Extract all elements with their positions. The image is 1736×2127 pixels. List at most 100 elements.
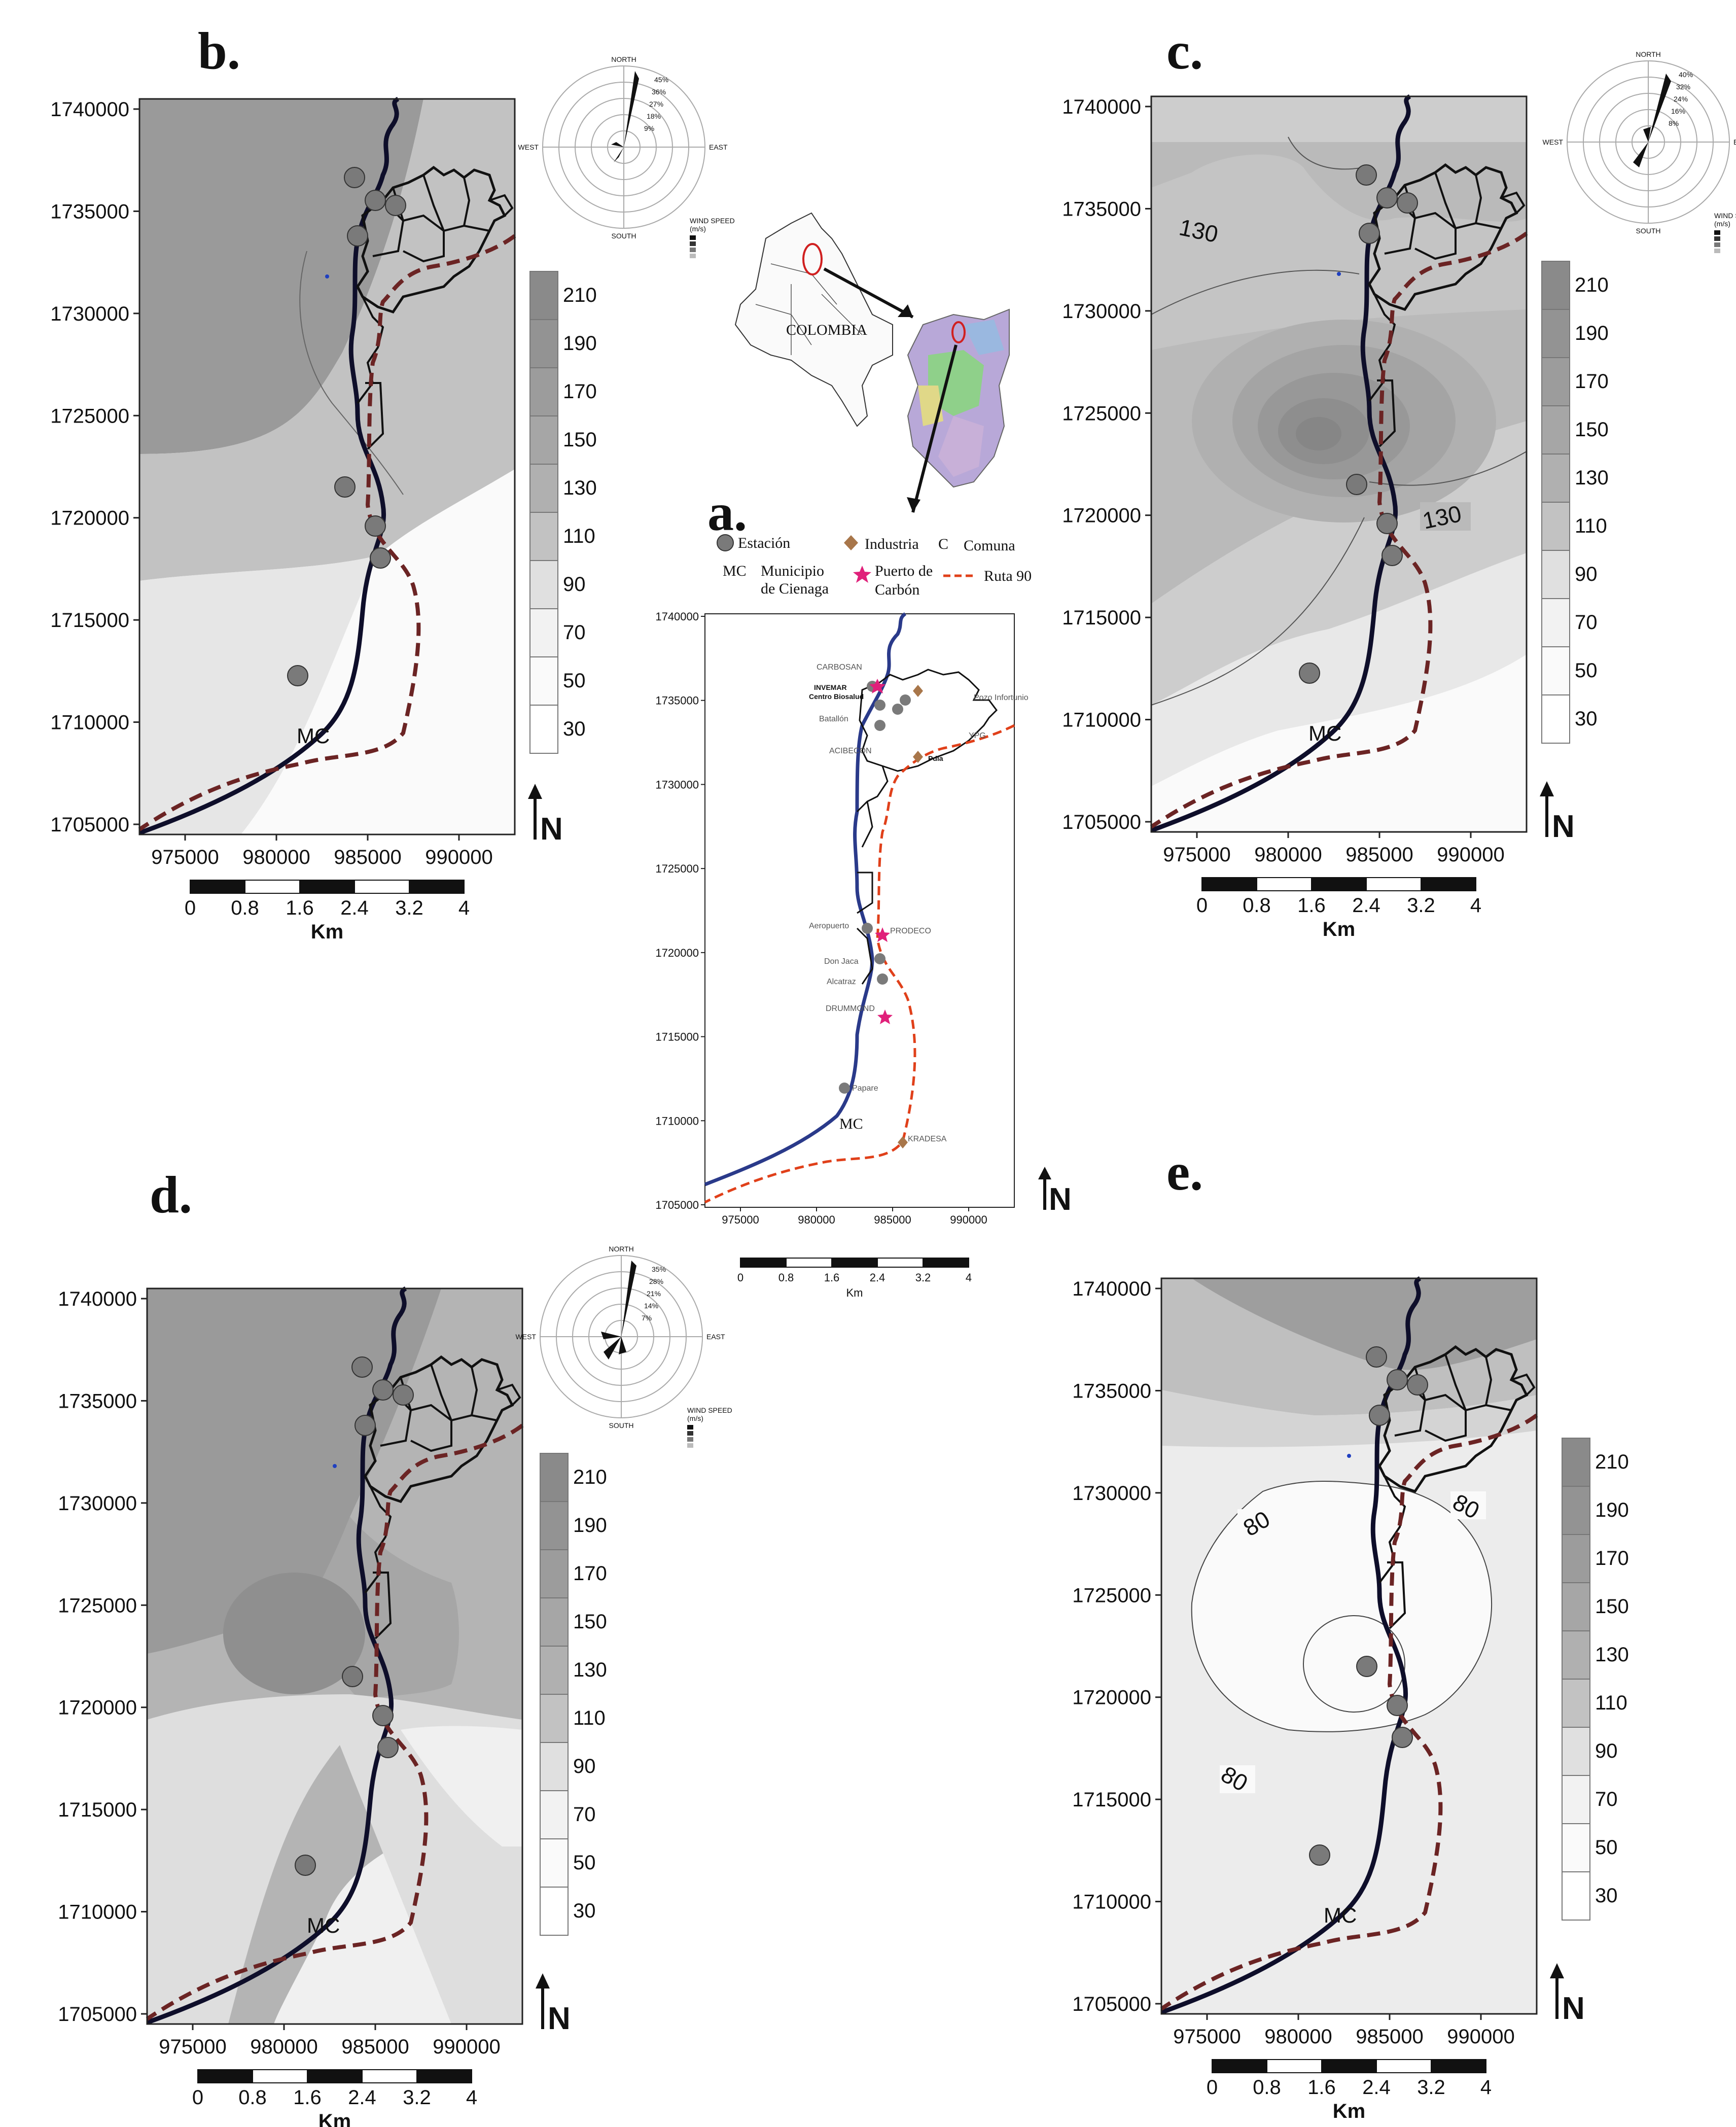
- scale-label: 0.8: [1253, 2076, 1281, 2099]
- svg-text:ACIBECON: ACIBECON: [829, 747, 872, 755]
- colorbar-label: 70: [573, 1803, 596, 1826]
- wind-rose-west: WEST: [518, 143, 539, 151]
- colorbar-cell: [540, 1742, 569, 1791]
- y-tick-label-e: 1730000: [1072, 1482, 1151, 1505]
- y-tick-label-c: 1740000: [1062, 96, 1141, 118]
- north-arrow-head: [1540, 781, 1554, 796]
- colorbar-cell: [529, 560, 558, 609]
- x-tick-label-d: 990000: [433, 2036, 500, 2058]
- north-label: N: [548, 2001, 571, 2036]
- y-tick-label-d: 1740000: [58, 1288, 137, 1310]
- town-label-e: MC: [1324, 1903, 1357, 1927]
- scale-segment: [1421, 877, 1476, 891]
- colorbar-cell: [540, 1887, 569, 1936]
- x-tick-label-b: 980000: [242, 846, 310, 868]
- wind-rose-legend-head: (m/s): [690, 225, 706, 233]
- wind-rose-ring-label: 14%: [644, 1302, 658, 1310]
- panel-e-map: 80 80 80 MC: [1161, 1278, 1537, 2015]
- colorbar-cell: [540, 1549, 569, 1598]
- wind-rose-legend-head: (m/s): [1714, 220, 1730, 228]
- town-label-b: MC: [297, 724, 330, 748]
- svg-text:Pdia: Pdia: [928, 754, 943, 762]
- scale-label: 3.2: [395, 897, 423, 919]
- axes-d: 1740000 1735000 1730000 1725000 1720000 17150…: [58, 1288, 500, 2058]
- wind-rose-legend-swatch: [687, 1443, 693, 1448]
- scale-segment: [1311, 877, 1367, 891]
- svg-text:KRADESA: KRADESA: [908, 1135, 947, 1143]
- panel-e: e. 80 80 80 MC: [1161, 1143, 1537, 2015]
- colorbar-label: 130: [1595, 1644, 1629, 1666]
- wind-rose-legend-swatch: [690, 254, 696, 258]
- colorbar-cell: [1541, 454, 1570, 503]
- scale-label: 0.8: [231, 897, 259, 919]
- wind-rose-north: NORTH: [611, 55, 636, 63]
- legend-route: Ruta 90: [984, 568, 1032, 584]
- y-tick-label-e: 1720000: [1072, 1687, 1151, 1709]
- scale-label: 4: [966, 1271, 972, 1284]
- y-tick-label-a: 1735000: [655, 694, 699, 707]
- inset-legend: Estación Industria C Comuna MC Municipio…: [717, 534, 1032, 598]
- wind-rose-ring-label: 40%: [1679, 71, 1693, 79]
- scale-segment: [923, 1258, 969, 1268]
- legend-industry: Industria: [865, 536, 919, 552]
- y-tick-label-d: 1710000: [58, 1901, 137, 1924]
- scale-bar-c: 0 0.8 1.6 2.4 3.2 4 Km: [1196, 877, 1481, 940]
- colorbar-cell: [1562, 1775, 1590, 1824]
- scale-segment: [831, 1258, 878, 1268]
- wind-rose-c: 40% 32% 24% 16% 8% NORTH SOUTH EAST WEST WIND SPE…: [1543, 50, 1736, 253]
- north-label: N: [540, 812, 563, 847]
- y-tick-label-c: 1705000: [1062, 811, 1141, 833]
- colorbar-cell: [1541, 598, 1570, 647]
- scale-bar-e: 0 0.8 1.6 2.4 3.2 4 Km: [1207, 2059, 1492, 2122]
- legend-comuna: Comuna: [964, 537, 1015, 554]
- colorbar-label: 190: [1595, 1499, 1629, 1521]
- colorbar-label: 130: [573, 1659, 607, 1681]
- svg-text:YPG: YPG: [969, 731, 986, 740]
- wind-rose-ring-label: 28%: [649, 1277, 663, 1285]
- scale-segment: [244, 880, 300, 894]
- wind-rose-ring-label: 21%: [647, 1289, 661, 1298]
- y-tick-label-c: 1730000: [1062, 300, 1141, 323]
- colorbar-label: 170: [1575, 370, 1609, 393]
- wind-rose-legend-head: (m/s): [687, 1414, 703, 1422]
- y-tick-label-a: 1725000: [655, 862, 699, 875]
- y-tick-label-c: 1710000: [1062, 709, 1141, 731]
- colorbar-b: 210 190 170 150 130 110 90 70 50 30: [529, 271, 597, 754]
- colorbar-label: 210: [563, 284, 597, 306]
- panel-d-title: d.: [150, 1166, 192, 1224]
- y-tick-label-a: 1740000: [655, 610, 699, 623]
- wind-rose-legend-swatch: [1714, 230, 1720, 235]
- colorbar-cell: [529, 512, 558, 561]
- y-tick-label-c: 1715000: [1062, 607, 1141, 629]
- svg-text:DRUMMOND: DRUMMOND: [826, 1004, 875, 1013]
- scale-unit: Km: [846, 1286, 863, 1299]
- wind-rose-ring-label: 8%: [1669, 119, 1679, 127]
- panel-b: b. MC: [139, 22, 515, 835]
- town-label-d: MC: [307, 1913, 340, 1937]
- y-tick-label-a: 1710000: [655, 1114, 699, 1127]
- colorbar-label: 70: [563, 621, 586, 644]
- legend-mc-code: MC: [723, 563, 747, 579]
- y-tick-label-a: 1715000: [655, 1031, 699, 1043]
- scale-label: 3.2: [915, 1271, 931, 1284]
- colorbar-label: 110: [1595, 1692, 1627, 1714]
- north-arrow-a: N: [1038, 1167, 1072, 1217]
- scale-label: 0: [1196, 894, 1208, 917]
- scale-label: 0: [737, 1271, 743, 1284]
- scale-segment: [354, 880, 410, 894]
- colorbar-cell: [1562, 1727, 1590, 1776]
- north-arrow-head: [536, 1973, 550, 1989]
- colorbar-label: 150: [1595, 1595, 1629, 1618]
- wind-rose-west: WEST: [1543, 138, 1564, 146]
- colorbar-label: 110: [573, 1707, 606, 1729]
- scale-unit: Km: [1323, 918, 1355, 940]
- x-tick-label-b: 975000: [151, 846, 219, 868]
- axes-c: 1740000 1735000 1730000 1725000 1720000 17150…: [1062, 96, 1504, 866]
- y-tick-label-e: 1710000: [1072, 1891, 1151, 1913]
- scale-label: 1.6: [1297, 894, 1326, 917]
- y-tick-label-b: 1735000: [50, 200, 129, 223]
- colorbar-cell: [1562, 1823, 1590, 1872]
- colorbar-cell: [1562, 1486, 1590, 1535]
- colorbar-label: 150: [563, 429, 597, 451]
- colorbar-cell: [1562, 1438, 1590, 1487]
